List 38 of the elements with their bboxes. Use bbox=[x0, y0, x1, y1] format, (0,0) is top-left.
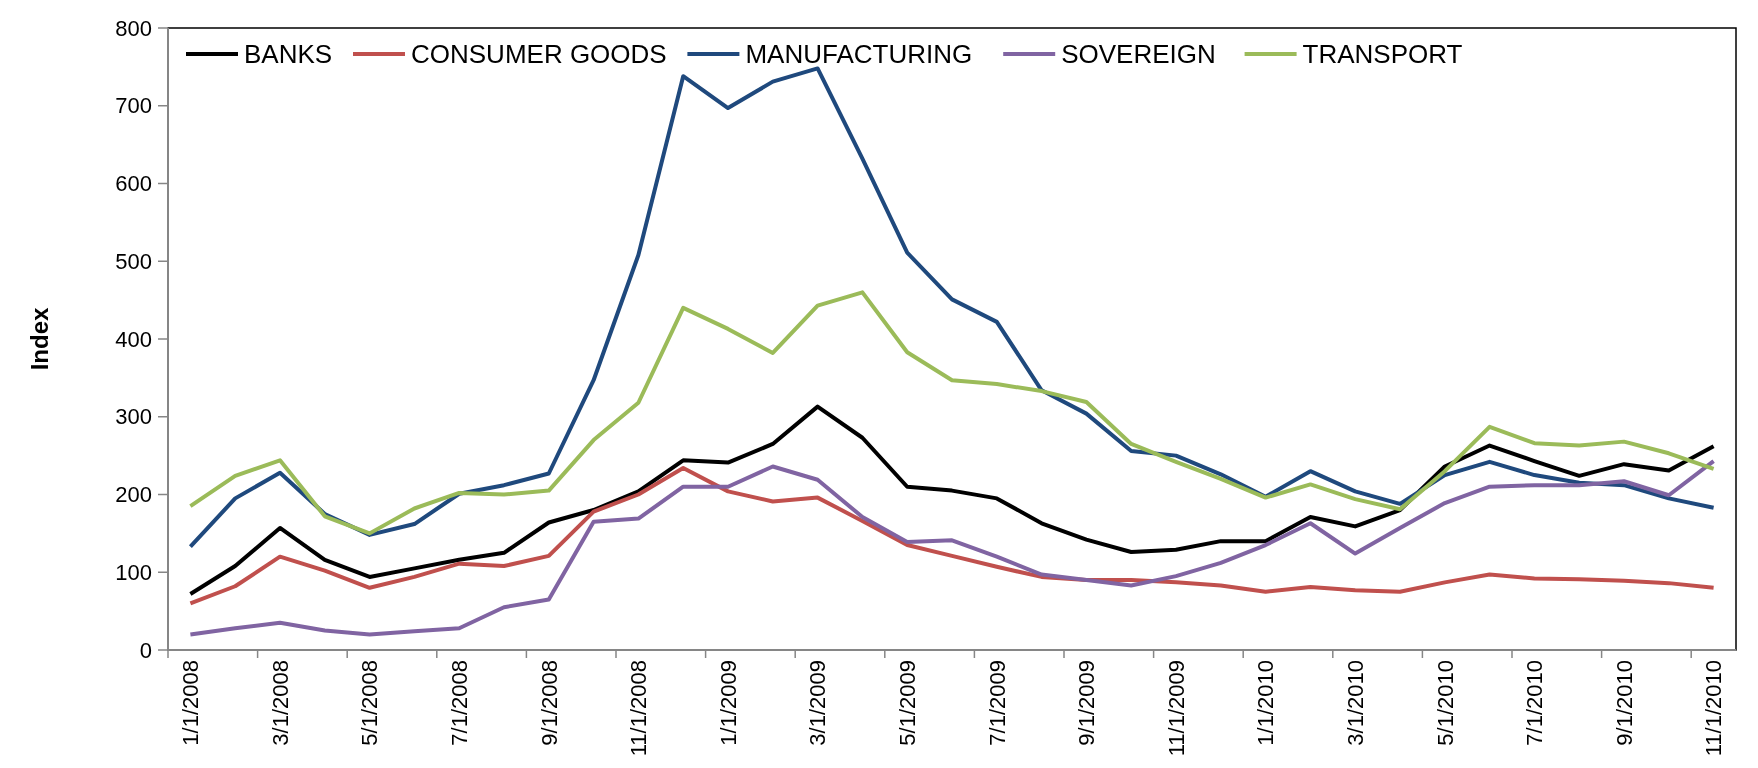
y-axis-title: Index bbox=[26, 307, 53, 371]
x-tick-label: 3/1/2009 bbox=[805, 660, 831, 746]
line-series bbox=[188, 466, 1716, 606]
x-tick-label: 9/1/2010 bbox=[1611, 660, 1637, 746]
x-tick-label: 5/1/2010 bbox=[1432, 660, 1458, 746]
line-series bbox=[188, 459, 1716, 637]
legend-label: BANKS bbox=[244, 39, 333, 69]
y-tick-label: 400 bbox=[115, 326, 152, 352]
x-tick-label: 11/1/2010 bbox=[1701, 660, 1727, 757]
legend-label: MANUFACTURING bbox=[745, 39, 973, 69]
x-tick-label: 11/1/2009 bbox=[1163, 660, 1189, 757]
legend-label: SOVEREIGN bbox=[1061, 39, 1216, 69]
x-tick-label: 11/1/2008 bbox=[626, 660, 652, 757]
y-tick-label: 100 bbox=[115, 559, 152, 585]
y-tick-label: 0 bbox=[139, 637, 152, 663]
x-tick-label: 5/1/2009 bbox=[894, 660, 920, 746]
x-tick-label: 7/1/2009 bbox=[984, 660, 1010, 746]
x-tick-label: 1/1/2009 bbox=[715, 660, 741, 746]
line-series bbox=[188, 404, 1716, 597]
line-series bbox=[188, 66, 1716, 549]
y-tick-label: 600 bbox=[115, 171, 152, 197]
x-tick-label: 7/1/2010 bbox=[1522, 660, 1548, 746]
x-tick-label: 3/1/2008 bbox=[267, 660, 293, 746]
legend-label: CONSUMER GOODS bbox=[411, 39, 667, 69]
y-tick-label: 300 bbox=[115, 404, 152, 430]
x-tick-label: 9/1/2008 bbox=[536, 660, 562, 746]
x-tick-label: 1/1/2010 bbox=[1253, 660, 1279, 746]
x-tick-label: 9/1/2009 bbox=[1074, 660, 1100, 746]
y-tick-label: 500 bbox=[115, 248, 152, 274]
legend-label: TRANSPORT bbox=[1302, 39, 1463, 69]
y-tick-label: 800 bbox=[115, 15, 152, 41]
line-series bbox=[188, 290, 1716, 536]
x-tick-label: 1/1/2008 bbox=[178, 660, 204, 746]
x-tick-label: 3/1/2010 bbox=[1342, 660, 1368, 746]
y-tick-label: 200 bbox=[115, 482, 152, 508]
y-tick-label: 700 bbox=[115, 93, 152, 119]
x-tick-label: 5/1/2008 bbox=[357, 660, 383, 746]
x-tick-label: 7/1/2008 bbox=[446, 660, 472, 746]
